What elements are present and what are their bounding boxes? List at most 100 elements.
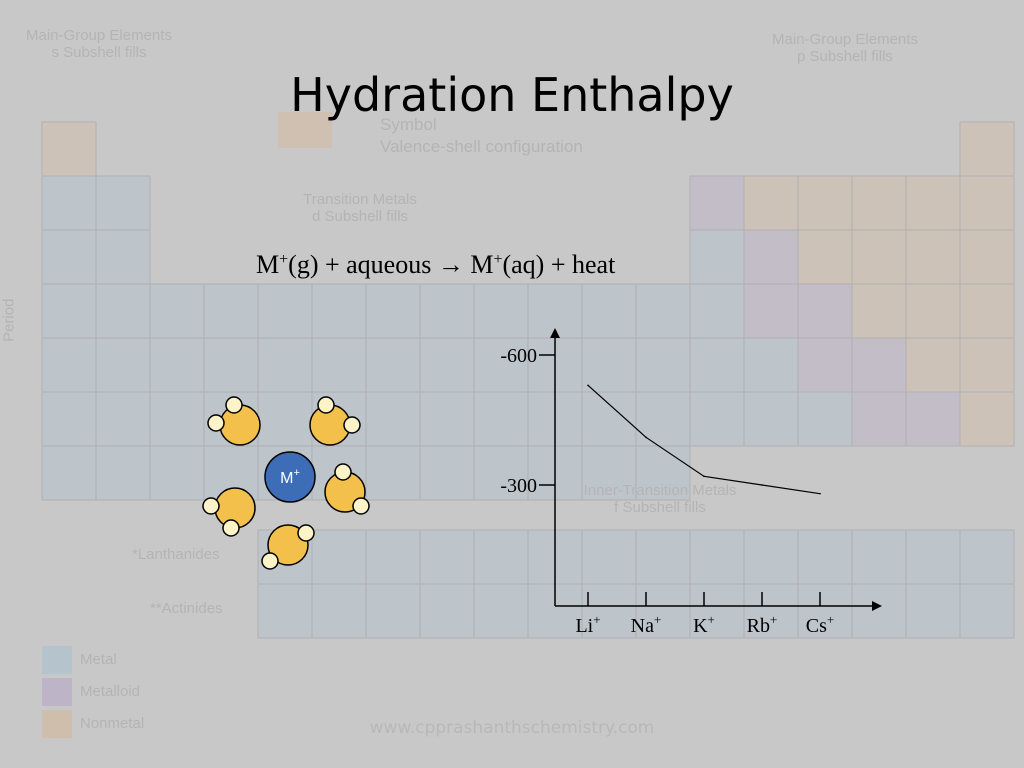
bg-actinides-label: **Actinides [150,600,223,617]
bg-cell [257,583,313,639]
data-point [587,384,589,387]
y-tick-label: -600 [500,345,537,367]
data-point [761,484,763,486]
bg-cell [149,337,205,393]
hydrogen-atom [317,396,335,414]
bg-cell [959,529,1015,585]
hydrogen-atom [334,463,352,481]
bg-cell [419,391,475,447]
hydrogen-atom [343,416,361,434]
bg-cell [257,391,313,447]
bg-cell [41,121,97,177]
bg-cell [851,175,907,231]
bg-cell [419,583,475,639]
bg-cell [95,175,151,231]
x-axis-arrow [872,601,882,611]
bg-cell [257,283,313,339]
bg-cell [959,337,1015,393]
y-tick-label: -300 [500,475,537,497]
bg-cell [365,583,421,639]
bg-cell [95,391,151,447]
bg-cell [851,337,907,393]
bg-header-s-block: Main-Group Elements s Subshell fills [4,27,194,61]
hydrogen-atom [352,497,370,515]
website-footer: www.cpprashanthschemistry.com [369,718,655,738]
equation-end: (aq) + heat [502,250,616,279]
bg-cell [905,583,961,639]
bg-header-d-block: Transition Metals d Subshell fills [270,191,450,225]
bg-legend-swatch [42,646,72,674]
bg-cell [365,529,421,585]
bg-cell [905,229,961,285]
bg-cell [473,391,529,447]
bg-header-f-line1: Inner-Transition Metals [583,482,737,499]
bg-cell [473,283,529,339]
bg-cell [797,529,853,585]
bg-cell [635,583,691,639]
bg-cell [743,283,799,339]
bg-cell [743,229,799,285]
bg-cell [203,283,259,339]
bg-cell [743,175,799,231]
bg-header-p-line1: Main-Group Elements [772,31,918,48]
x-tick-label: K+ [693,612,715,637]
bg-cell [41,445,97,501]
hydrogen-atom [225,396,243,414]
bg-cell [365,445,421,501]
bg-cell [743,583,799,639]
bg-cell [905,529,961,585]
bg-legend-swatch [42,678,72,706]
bg-cell [149,283,205,339]
equation-reactant-ion: M [256,250,280,279]
bg-cell [905,283,961,339]
bg-cell [851,391,907,447]
bg-cell [743,337,799,393]
hydrogen-atom [222,519,240,537]
bg-cell [581,283,637,339]
bg-cell [419,529,475,585]
bg-cell [689,337,745,393]
bg-cell [203,337,259,393]
bg-cell [41,391,97,447]
bg-cell [419,337,475,393]
bg-cell [365,337,421,393]
bg-cell [905,175,961,231]
bg-header-s-line1: Main-Group Elements [26,27,172,44]
bg-cell [635,391,691,447]
bg-cell [635,445,691,501]
bg-cell [41,283,97,339]
hydration-enthalpy-chart: -600 -300 Li+ Na+ K+ Rb+ Cs+ [500,328,882,637]
bg-cell [311,529,367,585]
bg-key-box [278,112,332,148]
bg-cell [149,445,205,501]
bg-cell [311,337,367,393]
bg-cell [95,229,151,285]
bg-cell [311,283,367,339]
slide-title: Hydration Enthalpy [290,68,734,122]
bg-cell [635,529,691,585]
bg-cell [851,583,907,639]
bg-legend-metalloid: Metalloid [80,683,141,700]
bg-cell [959,583,1015,639]
hydrogen-atom [202,497,220,515]
bg-cell [851,529,907,585]
hydration-equation: M+(g) + aqueous → M+(aq) + heat [256,250,615,280]
bg-cell [959,175,1015,231]
bg-cell [581,391,637,447]
bg-cell [797,337,853,393]
bg-cell [41,337,97,393]
data-point [703,475,705,478]
bg-cell [743,391,799,447]
bg-lanthanides-label: *Lanthanides [132,546,220,563]
x-tick-label: Li+ [575,612,600,637]
bg-cell [797,175,853,231]
bg-key-valence: Valence-shell configuration [380,137,583,156]
bg-cell [95,337,151,393]
bg-cell [95,283,151,339]
bg-header-p-block: Main-Group Elements p Subshell fills [740,31,950,65]
bg-cell [689,175,745,231]
equation-product-charge: + [493,251,503,268]
bg-cell [797,283,853,339]
x-tick-label: Cs+ [806,612,834,637]
hydrogen-atom [261,552,279,570]
